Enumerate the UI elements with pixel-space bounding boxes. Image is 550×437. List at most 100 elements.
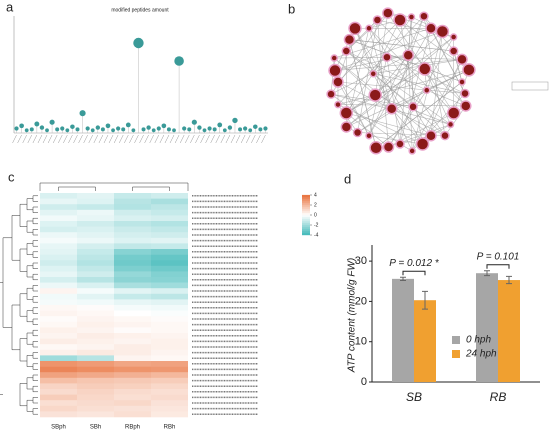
heat-cell: [114, 338, 151, 345]
heat-cell: [77, 400, 114, 407]
colorbar: [302, 224, 310, 228]
edge: [372, 19, 401, 74]
x-tick-label-stub: [78, 134, 83, 144]
edge: [422, 59, 463, 145]
node: [382, 141, 395, 153]
colorbar: [302, 232, 310, 236]
heat-cell: [77, 361, 114, 367]
chart-title: modified peptides amount: [111, 7, 169, 13]
heat-cell: [151, 221, 188, 227]
dendrogram: [26, 377, 33, 390]
dendrogram: [32, 374, 38, 381]
heat-cell: [40, 271, 77, 278]
x-tick-label-stub: [230, 134, 236, 144]
heat-cell: [151, 299, 188, 306]
x-tick-label-stub: [108, 134, 114, 144]
x-tick-label-stub: [195, 134, 200, 144]
edge: [386, 56, 463, 60]
heat-cell: [40, 344, 77, 351]
edge: [337, 16, 425, 105]
x-tick-label-stub: [83, 134, 88, 144]
heat-cell: [77, 366, 114, 373]
heat-cell: [40, 394, 77, 401]
heat-cell: [40, 204, 77, 211]
colorbar: [302, 194, 310, 198]
bar: [476, 273, 498, 382]
node: [456, 53, 468, 66]
heat-cell: [40, 372, 77, 379]
heat-cell: [40, 305, 77, 311]
node: [328, 63, 342, 78]
edge: [399, 19, 467, 107]
heat-cell: [40, 333, 77, 339]
edge: [368, 28, 432, 136]
heat-cell: [77, 305, 114, 311]
node: [425, 22, 437, 35]
colorbar: [302, 206, 310, 210]
colorbar: [302, 220, 310, 224]
dendrogram: [32, 285, 38, 292]
x-tick-label-stub: [118, 134, 124, 144]
x-tick-label-stub: [190, 134, 195, 144]
x-tick-label-stub: [185, 134, 190, 144]
dot: [65, 128, 70, 133]
edge: [346, 50, 451, 125]
dot: [212, 127, 217, 132]
dendrogram: [32, 341, 38, 348]
edge: [399, 28, 432, 145]
heat-cell: [77, 327, 114, 334]
dendrogram: [0, 282, 3, 395]
annotation: P = 0.101: [477, 251, 520, 262]
heat-cell: [77, 333, 114, 339]
dot: [60, 126, 65, 131]
x-tick-label-stub: [68, 134, 73, 144]
edge: [334, 31, 443, 71]
heat-cell: [151, 282, 188, 289]
heat-cell: [77, 288, 114, 295]
node: [395, 139, 405, 149]
edge: [346, 68, 425, 114]
node: [462, 63, 476, 77]
dendrogram: [32, 240, 38, 247]
y-tick-label: 20: [355, 295, 367, 307]
x-tick-label-stub: [124, 134, 129, 144]
heat-cell: [151, 265, 188, 272]
edge: [391, 108, 423, 145]
node: [385, 102, 398, 115]
dendrogram: [32, 195, 38, 202]
x-tick-label-stub: [63, 134, 68, 144]
edge: [399, 16, 412, 145]
colorbar: [302, 230, 310, 234]
x-tick-label-stub: [210, 134, 215, 144]
heat-cell: [114, 344, 151, 351]
dot: [172, 128, 176, 133]
heat-cell: [40, 221, 77, 227]
heat-cell: [114, 204, 151, 211]
error-bar: [422, 290, 428, 310]
node: [425, 129, 437, 142]
heat-cell: [40, 366, 77, 373]
dot: [70, 124, 75, 129]
heat-cell: [151, 383, 188, 390]
error-bar: [484, 270, 490, 277]
x-tick-label-stub: [88, 134, 93, 144]
colorbar: [302, 204, 310, 208]
panel-label: a: [6, 0, 14, 14]
y-tick-label: 10: [355, 336, 367, 348]
colorbar: [302, 212, 310, 216]
heat-cell: [114, 321, 151, 328]
heat-cell: [40, 349, 77, 356]
heat-cell: [40, 226, 77, 233]
x-tick-label-stub: [159, 134, 165, 144]
x-tick-label-stub: [93, 134, 99, 144]
heat-cell: [40, 310, 77, 317]
dot: [161, 123, 167, 129]
y-tick-label: 0: [361, 376, 367, 388]
x-tick-label-stub: [235, 134, 241, 144]
dot: [243, 126, 248, 131]
node: [339, 106, 354, 120]
heat-cell: [114, 361, 151, 367]
heat-cell: [151, 321, 188, 328]
dendrogram: [19, 338, 27, 362]
node: [372, 15, 383, 25]
